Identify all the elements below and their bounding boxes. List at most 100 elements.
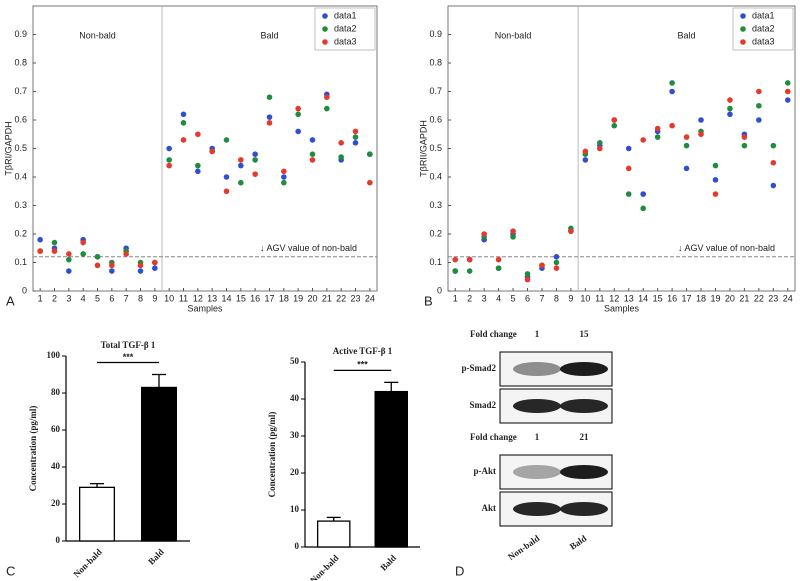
point bbox=[309, 137, 316, 143]
point bbox=[180, 120, 187, 126]
panel-label: C bbox=[6, 563, 15, 578]
y-tick-label: 0.2 bbox=[14, 228, 27, 238]
point bbox=[166, 145, 172, 152]
point bbox=[166, 162, 172, 169]
point bbox=[324, 105, 330, 112]
x-tick-label: 13 bbox=[624, 293, 634, 303]
point bbox=[524, 271, 531, 277]
panel-label: D bbox=[455, 563, 464, 578]
blot-row-label: p-Smad2 bbox=[461, 363, 496, 373]
y-tick-label: 0 bbox=[295, 541, 300, 551]
x-tick-label: 9 bbox=[568, 293, 573, 303]
y-tick-label: 10 bbox=[290, 504, 300, 514]
point bbox=[324, 94, 330, 100]
region-label: Non-bald bbox=[79, 30, 116, 40]
y-tick-label: 0.2 bbox=[429, 228, 442, 238]
x-axis-label: Samples bbox=[187, 303, 223, 313]
point bbox=[238, 157, 244, 163]
point bbox=[640, 137, 646, 143]
bar bbox=[374, 390, 408, 548]
point bbox=[698, 117, 704, 123]
x-tick-label: Bald bbox=[378, 553, 398, 573]
point bbox=[582, 157, 589, 163]
legend-label: data1 bbox=[334, 10, 357, 20]
point bbox=[367, 179, 373, 186]
y-tick-label: 0 bbox=[22, 285, 27, 295]
y-tick-label: 80 bbox=[51, 387, 61, 397]
point bbox=[582, 148, 589, 155]
y-tick-label: 40 bbox=[290, 393, 300, 403]
point bbox=[770, 142, 777, 149]
legend-marker bbox=[740, 13, 746, 19]
x-tick-label: 17 bbox=[264, 293, 274, 303]
x-tick-label: 8 bbox=[554, 293, 559, 303]
point bbox=[683, 142, 690, 149]
y-tick-label: 30 bbox=[290, 430, 300, 440]
point bbox=[466, 268, 473, 274]
point bbox=[611, 122, 618, 129]
x-tick-label: 19 bbox=[293, 293, 303, 303]
x-tick-label: 23 bbox=[350, 293, 360, 303]
y-tick-label: 0.3 bbox=[429, 200, 442, 210]
point bbox=[109, 262, 115, 269]
point bbox=[452, 268, 459, 274]
blot-row-label: Akt bbox=[481, 503, 496, 513]
point bbox=[727, 97, 733, 103]
point bbox=[152, 265, 158, 272]
point bbox=[495, 256, 502, 263]
x-tick-label: Non-bald bbox=[308, 553, 341, 581]
y-tick-label: 0.5 bbox=[429, 143, 442, 153]
point bbox=[654, 134, 661, 140]
legend-marker bbox=[322, 26, 328, 32]
y-tick-label: 0.6 bbox=[429, 114, 442, 124]
x-tick-label: 16 bbox=[250, 293, 260, 303]
x-tick-label: 11 bbox=[595, 293, 604, 303]
point bbox=[553, 253, 560, 260]
point bbox=[209, 148, 215, 155]
point bbox=[266, 114, 273, 120]
lane-label: Bald bbox=[568, 533, 588, 552]
point bbox=[727, 105, 733, 112]
x-tick-label: 12 bbox=[193, 293, 203, 303]
y-tick-label: 20 bbox=[290, 467, 300, 477]
point bbox=[654, 125, 661, 132]
bar bbox=[140, 386, 178, 542]
point bbox=[669, 88, 675, 95]
point bbox=[195, 131, 201, 138]
x-tick-label: 14 bbox=[221, 293, 231, 303]
point bbox=[466, 256, 473, 263]
y-tick-label: 0.4 bbox=[429, 171, 442, 181]
point bbox=[597, 140, 603, 146]
x-tick-label: 5 bbox=[511, 293, 516, 303]
x-tick-label: Non-bald bbox=[71, 547, 104, 580]
x-tick-label: 7 bbox=[539, 293, 544, 303]
x-tick-label: 2 bbox=[467, 293, 472, 303]
legend-marker bbox=[322, 39, 328, 45]
x-axis-label: Samples bbox=[604, 303, 640, 313]
x-tick-label: 20 bbox=[725, 293, 735, 303]
y-axis-label: Concentration (pg/ml) bbox=[267, 412, 277, 498]
legend-label: data3 bbox=[334, 36, 357, 46]
blot-band bbox=[513, 399, 561, 413]
fold-value: 21 bbox=[580, 432, 590, 442]
x-tick-label: 20 bbox=[307, 293, 317, 303]
blot-row-label: Smad2 bbox=[469, 400, 496, 410]
x-tick-label: 5 bbox=[95, 293, 100, 303]
point bbox=[309, 157, 316, 163]
fold-header: Fold change bbox=[470, 432, 517, 442]
x-tick-label: 21 bbox=[739, 293, 749, 303]
y-tick-label: 0.8 bbox=[14, 57, 27, 67]
point bbox=[80, 239, 86, 246]
point bbox=[252, 157, 258, 163]
point bbox=[669, 122, 675, 129]
point bbox=[698, 131, 704, 138]
y-axis-label: Concentration (pg/ml) bbox=[28, 406, 38, 492]
blot-band bbox=[513, 502, 561, 516]
fold-value: 15 bbox=[580, 329, 590, 339]
point bbox=[352, 128, 359, 135]
point bbox=[727, 111, 733, 118]
x-tick-label: 21 bbox=[322, 293, 332, 303]
x-tick-label: 15 bbox=[653, 293, 663, 303]
point bbox=[109, 268, 115, 274]
